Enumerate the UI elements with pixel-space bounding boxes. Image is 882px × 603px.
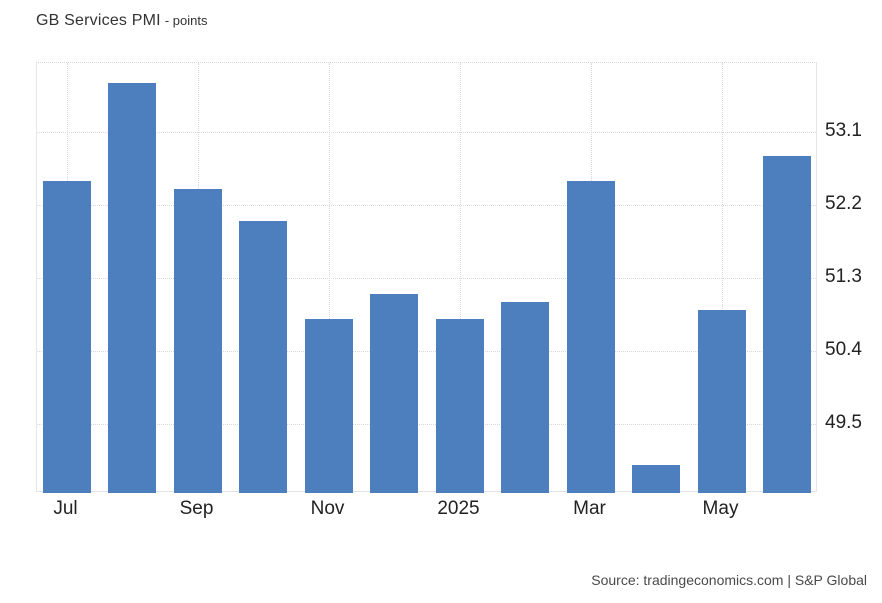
h-gridline-51.3: [37, 278, 816, 279]
y-tick-label-53.1: 53.1: [825, 119, 862, 141]
y-tick-label-51.3: 51.3: [825, 266, 862, 287]
h-gridline-50.4: [37, 351, 816, 353]
x-tick-label-May: May: [702, 498, 739, 519]
v-gridline-2025: [459, 63, 461, 491]
y-tick-label-50.4: 50.4: [825, 339, 862, 361]
x-tick-label-2025: 2025: [437, 498, 480, 519]
chart-title: GB Services PMI - points: [36, 12, 207, 30]
x-tick-label-Sep: Sep: [179, 498, 214, 519]
x-tick-label-Nov: Nov: [310, 498, 345, 519]
source-attribution: Source: tradingeconomics.com | S&P Globa…: [591, 572, 867, 588]
h-gridline-53.1: [37, 131, 816, 133]
y-tick-label-49.5: 49.5: [825, 412, 862, 434]
bar-Nov-2024[interactable]: [304, 318, 353, 493]
h-gridline-52.2: [37, 204, 816, 206]
y-tick-label-52.2: 52.2: [825, 192, 862, 214]
bar-Oct-2024[interactable]: [239, 221, 287, 493]
v-gridline-Nov: [328, 63, 330, 491]
h-gridline-49.5: [37, 424, 816, 426]
bar-Aug-2024[interactable]: [108, 83, 156, 493]
bar-Dec-2024[interactable]: [370, 294, 418, 493]
bar-Mar-2025[interactable]: [566, 180, 615, 493]
chart-title-units: - points: [164, 13, 208, 28]
bar-Jun-2025[interactable]: [763, 156, 811, 493]
bar-Sep-2024[interactable]: [173, 188, 222, 493]
bar-Feb-2025[interactable]: [501, 302, 549, 493]
bar-May-2025[interactable]: [697, 310, 746, 493]
x-tick-label-Jul: Jul: [53, 498, 78, 519]
x-tick-label-Mar: Mar: [573, 498, 606, 519]
bar-Apr-2025[interactable]: [632, 464, 680, 493]
v-gridline-May: [721, 63, 723, 491]
chart-title-main: GB Services PMI: [36, 12, 161, 29]
plot-area: [36, 62, 817, 493]
bar-Jul-2024[interactable]: [42, 180, 91, 493]
bar-Jan-2025[interactable]: [435, 318, 484, 493]
